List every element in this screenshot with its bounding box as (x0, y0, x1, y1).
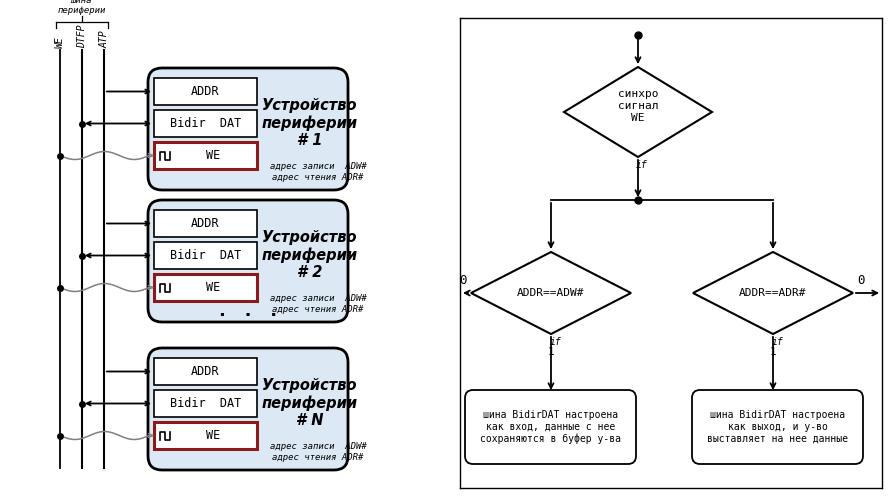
Text: 1: 1 (548, 347, 554, 357)
Bar (154, 422, 257, 449)
Text: WE: WE (206, 149, 220, 162)
Bar (154, 390, 257, 417)
Text: адрес записи  ADW#
адрес чтения ADR#: адрес записи ADW# адрес чтения ADR# (270, 294, 367, 314)
FancyBboxPatch shape (692, 390, 863, 464)
FancyBboxPatch shape (148, 348, 348, 470)
Text: адрес записи  ADW#
адрес чтения ADR#: адрес записи ADW# адрес чтения ADR# (270, 442, 367, 462)
Text: ADDR: ADDR (191, 365, 219, 378)
Bar (154, 274, 257, 301)
Text: if: if (551, 337, 562, 347)
Text: WE: WE (206, 281, 220, 294)
Text: шина BidirDAT настроена
как вход, данные с нее
сохраняются в буфер у-ва: шина BidirDAT настроена как вход, данные… (480, 410, 621, 444)
Bar (154, 358, 257, 385)
Text: Устройство
периферии
# N: Устройство периферии # N (262, 378, 358, 428)
Bar (154, 78, 257, 105)
Text: 1: 1 (770, 347, 776, 357)
Bar (154, 242, 257, 269)
Text: ATP: ATP (99, 30, 109, 48)
Text: ADDR: ADDR (191, 85, 219, 98)
Text: ·   ·   ·: · · · (219, 307, 277, 325)
Polygon shape (471, 252, 631, 334)
Text: Bidir  DAT: Bidir DAT (170, 117, 242, 130)
Text: ADDR==ADR#: ADDR==ADR# (739, 288, 807, 298)
Text: Устройство
периферии
# 1: Устройство периферии # 1 (262, 98, 358, 148)
Text: 0: 0 (857, 274, 865, 287)
Text: if: if (636, 160, 648, 170)
Text: ADDR: ADDR (191, 217, 219, 230)
Text: синхро
сигнал
WE: синхро сигнал WE (618, 90, 658, 123)
FancyBboxPatch shape (465, 390, 636, 464)
Polygon shape (564, 67, 712, 157)
Text: 0: 0 (459, 274, 467, 287)
Text: if: if (773, 337, 784, 347)
FancyBboxPatch shape (148, 200, 348, 322)
Bar (154, 142, 257, 169)
Polygon shape (693, 252, 853, 334)
Text: WE: WE (55, 36, 65, 48)
Text: адрес записи  ADW#
адрес чтения ADR#: адрес записи ADW# адрес чтения ADR# (270, 162, 367, 182)
Text: ADDR==ADW#: ADDR==ADW# (517, 288, 585, 298)
Text: Bidir  DAT: Bidir DAT (170, 249, 242, 262)
Text: Bidir  DAT: Bidir DAT (170, 397, 242, 410)
Text: Устройство
периферии
# 2: Устройство периферии # 2 (262, 230, 358, 280)
Text: шина BidirDAT настроена
как выход, и у-во
выставляет на нее данные: шина BidirDAT настроена как выход, и у-в… (707, 410, 848, 444)
FancyBboxPatch shape (148, 68, 348, 190)
Bar (154, 110, 257, 137)
Text: WE: WE (206, 429, 220, 442)
Bar (154, 210, 257, 237)
Text: DTFP: DTFP (77, 25, 87, 48)
Text: шина
периферии: шина периферии (58, 0, 107, 15)
